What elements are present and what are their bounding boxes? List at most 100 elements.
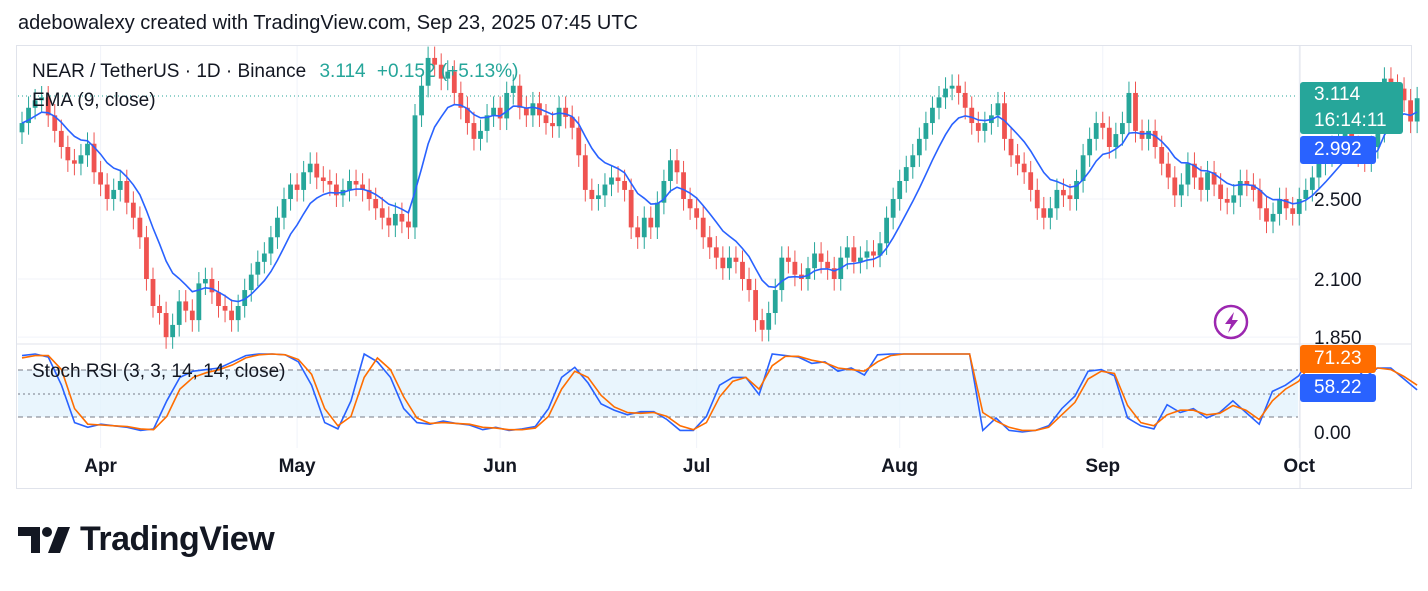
candle-body: [281, 199, 287, 218]
candle-body: [1087, 138, 1093, 156]
candle-body: [275, 217, 280, 238]
candle-body: [596, 195, 601, 199]
candle-body: [52, 115, 58, 131]
candle-body: [943, 88, 948, 98]
candle-body: [117, 181, 123, 190]
candle-body: [858, 257, 863, 262]
candlestick-series: [19, 46, 1420, 349]
time-tick-label: Sep: [1085, 456, 1120, 477]
candle-body: [1270, 213, 1276, 222]
symbol-legend[interactable]: NEAR / TetherUS · 1D · Binance 3.114 +0.…: [32, 61, 518, 83]
candle-body: [890, 199, 896, 218]
candle-body: [78, 155, 84, 164]
price-tick-label: 1.850: [1314, 328, 1362, 349]
candle-body: [720, 257, 726, 269]
candle-body: [661, 181, 667, 203]
tradingview-logo[interactable]: TradingView: [18, 520, 275, 559]
candle-body: [465, 107, 470, 124]
candle-body: [288, 184, 293, 199]
candle-body: [1067, 195, 1073, 199]
candle-body: [1172, 177, 1178, 196]
price-change: +0.152 (+5.13%): [376, 61, 519, 82]
candle-body: [936, 97, 942, 108]
candle-body: [1192, 163, 1197, 178]
stoch-k-badge: 58.22: [1300, 374, 1376, 402]
candle-body: [831, 268, 837, 279]
candle-body: [753, 290, 758, 321]
candle-body: [353, 181, 359, 185]
candle-body: [1061, 189, 1066, 196]
candle-body: [72, 160, 77, 164]
candle-body: [1034, 189, 1040, 209]
stoch-d-line: [21, 353, 1418, 432]
candle-body: [111, 189, 117, 199]
candle-body: [1375, 130, 1381, 148]
candle-body: [425, 57, 431, 86]
candle-body: [582, 155, 588, 190]
candle-body: [654, 202, 660, 228]
candle-body: [727, 257, 732, 269]
candle-body: [314, 163, 320, 178]
stoch-legend[interactable]: Stoch RSI (3, 3, 14, 14, close): [32, 361, 286, 382]
candle-body: [576, 127, 582, 156]
tradingview-wordmark: TradingView: [80, 520, 275, 558]
chart-frame[interactable]: [16, 45, 1412, 489]
candle-body: [530, 103, 536, 116]
stoch-k-line: [21, 352, 1418, 433]
candle-body: [1185, 163, 1191, 185]
candle-body: [216, 292, 221, 306]
candle-body: [137, 217, 143, 238]
candle-body: [1251, 184, 1256, 190]
candle-body: [563, 107, 569, 117]
candle-body: [975, 123, 981, 131]
candle-body: [949, 85, 955, 89]
candle-body: [1100, 123, 1106, 128]
candle-body: [1074, 181, 1079, 199]
candle-body: [812, 253, 817, 269]
candle-body: [1224, 199, 1230, 203]
candle-body: [609, 177, 614, 185]
candle-body: [170, 324, 176, 338]
countdown-timer: 16:14:11: [1314, 110, 1387, 131]
time-tick-label: May: [279, 456, 316, 477]
candle-body: [1303, 189, 1309, 199]
candle-body: [930, 107, 935, 124]
candle-body: [1106, 127, 1112, 148]
candle-body: [261, 253, 267, 262]
candle-body: [589, 189, 595, 199]
candle-body: [1211, 172, 1217, 185]
candle-body: [360, 184, 365, 190]
candle-body: [1244, 181, 1250, 185]
candle-body: [320, 177, 326, 182]
candle-body: [785, 257, 791, 262]
candle-body: [1342, 130, 1348, 139]
candle-body: [301, 172, 307, 190]
stoch-tick-label: 0.00: [1314, 423, 1351, 444]
candle-body: [406, 221, 411, 228]
candle-body: [897, 181, 903, 199]
candle-body: [19, 123, 25, 133]
candle-body: [641, 217, 647, 238]
candle-body: [772, 290, 778, 314]
candle-body: [550, 123, 555, 127]
ema-legend[interactable]: EMA (9, close): [32, 90, 156, 111]
candle-body: [851, 247, 857, 262]
candle-body: [707, 237, 713, 248]
candle-body: [1113, 134, 1119, 148]
attribution-header: adebowalexy created with TradingView.com…: [18, 12, 638, 34]
candle-body: [818, 253, 824, 262]
candle-body: [694, 208, 700, 218]
candle-body: [203, 279, 208, 284]
candle-body: [451, 71, 457, 93]
candle-body: [130, 202, 136, 218]
candle-body: [189, 310, 195, 321]
candle-body: [458, 92, 464, 108]
candle-body: [713, 247, 719, 258]
candle-body: [1316, 163, 1322, 178]
candle-body: [700, 217, 706, 238]
lightning-icon[interactable]: [1213, 304, 1249, 340]
candle-body: [222, 305, 228, 311]
candle-body: [1126, 92, 1132, 124]
candle-body: [668, 160, 673, 182]
